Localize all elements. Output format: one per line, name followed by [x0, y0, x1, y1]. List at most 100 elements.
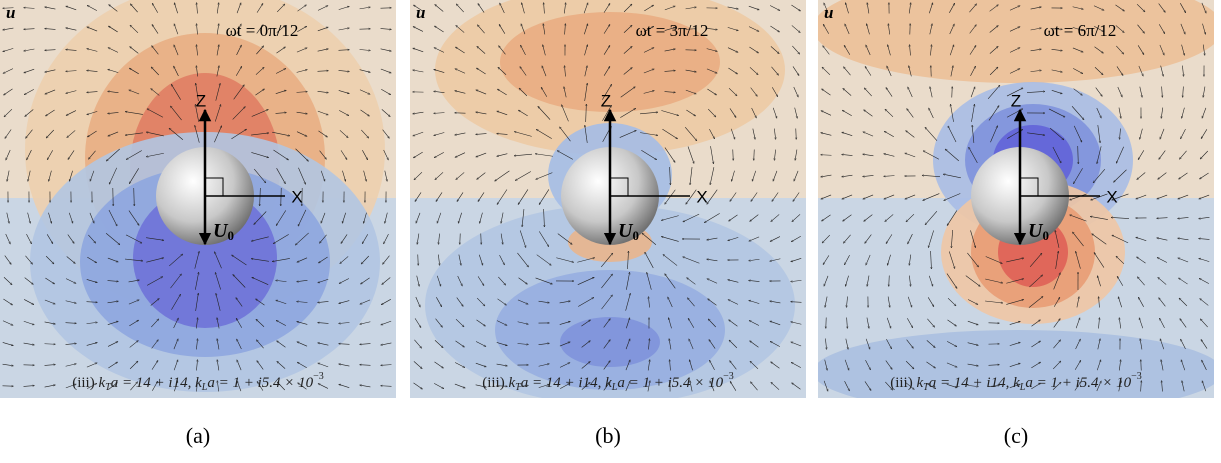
flow-arrow [1202, 23, 1206, 35]
flow-arrow [793, 170, 799, 181]
field [0, 0, 396, 398]
flow-arrow [1159, 128, 1165, 139]
flow-arrow [685, 89, 696, 94]
flow-arrow [967, 252, 978, 267]
flow-arrow [730, 192, 737, 202]
flow-arrow [728, 87, 737, 96]
flow-arrow [906, 131, 915, 138]
flow-arrow [1178, 194, 1189, 199]
z-label: Z [1011, 91, 1021, 110]
flow-arrow [1052, 146, 1061, 163]
flow-arrow [909, 275, 910, 287]
flow-arrow [884, 194, 895, 200]
flow-arrow [750, 87, 758, 97]
flow-arrow [87, 130, 97, 137]
flow-arrow [340, 150, 347, 159]
flow-arrow [626, 272, 629, 290]
flow-arrow [640, 112, 658, 115]
flow-arrow [496, 363, 508, 366]
flow-arrow [689, 360, 693, 371]
caption-part: T [923, 382, 930, 393]
flow-arrow [130, 382, 137, 391]
flow-arrow [948, 251, 954, 268]
flow-arrow [969, 25, 977, 34]
flow-arrow [146, 277, 163, 286]
flow-arrow [1181, 360, 1186, 371]
flow-arrow [521, 24, 526, 35]
flow-arrow [146, 237, 164, 241]
flow-arrow [556, 257, 573, 263]
flow-arrow [770, 46, 779, 53]
flow-arrow [864, 381, 871, 390]
flow-arrow [601, 253, 613, 268]
flow-arrow [196, 45, 198, 56]
flow-arrow [125, 258, 143, 261]
flow-arrow [601, 274, 612, 289]
flow-arrow [928, 230, 934, 247]
flow-arrow [771, 87, 778, 97]
flow-arrow [88, 234, 95, 243]
flow-arrow [536, 254, 552, 266]
flow-arrow [339, 344, 350, 345]
flow-arrow [690, 167, 693, 185]
caption-part: a = 14 + i14, [929, 375, 1013, 391]
flow-arrow [864, 88, 872, 97]
flow-arrow [1136, 194, 1147, 199]
flow-arrow [252, 277, 269, 285]
flow-arrow [1179, 172, 1188, 179]
flow-arrow [1075, 339, 1081, 350]
flow-arrow [950, 66, 953, 77]
flow-arrow [967, 320, 978, 325]
flow-arrow [235, 66, 242, 76]
flow-arrow [253, 168, 266, 183]
flow-arrow [844, 45, 851, 55]
flow-arrow [946, 273, 957, 289]
flow-arrow [297, 279, 308, 281]
flow-arrow [1182, 107, 1185, 119]
flow-arrow [499, 254, 505, 265]
flow-arrow [1072, 27, 1084, 30]
flow-arrow [864, 214, 873, 222]
flow-arrow [844, 359, 849, 370]
flow-arrow [435, 318, 443, 328]
flow-arrow [45, 109, 55, 116]
flow-arrow [107, 321, 118, 325]
flow-arrow [216, 66, 219, 77]
flow-arrow [295, 148, 309, 162]
caption-part: k [1013, 375, 1020, 391]
velocity-label: U0 [1028, 220, 1049, 243]
flow-arrow [438, 233, 440, 245]
flow-arrow [560, 127, 571, 142]
flow-arrow [233, 274, 246, 288]
flow-arrow [415, 192, 422, 201]
flow-arrow [174, 3, 178, 14]
flow-arrow [773, 170, 778, 181]
flow-arrow [562, 105, 569, 122]
flow-arrow [456, 4, 464, 13]
caption: (iii) kTa = 14 + i14, kLa = 1 + i5.4 × 1… [482, 371, 734, 393]
flow-arrow [454, 383, 465, 388]
caption-part: (iii) [482, 375, 508, 391]
flow-arrow [863, 154, 874, 157]
flow-arrow [66, 110, 77, 116]
velocity-label: U0 [618, 220, 639, 243]
velocity-label: U0 [213, 220, 234, 243]
flow-arrow [665, 274, 676, 289]
flow-arrow [1180, 23, 1185, 34]
flow-arrow [434, 152, 444, 157]
flow-arrow [792, 214, 801, 221]
flow-arrow [1072, 232, 1084, 247]
flow-arrow [1030, 49, 1042, 52]
flow-arrow [152, 381, 157, 391]
flow-arrow [1099, 297, 1100, 308]
flow-arrow [1199, 239, 1210, 240]
flow-arrow [1202, 381, 1207, 392]
flow-arrow [381, 365, 392, 366]
flow-arrow [1028, 296, 1043, 308]
caption-part: T [105, 382, 112, 393]
flow-arrow [413, 361, 422, 368]
flow-arrow [1094, 67, 1103, 75]
contour [500, 12, 720, 112]
flow-arrow [89, 212, 95, 223]
